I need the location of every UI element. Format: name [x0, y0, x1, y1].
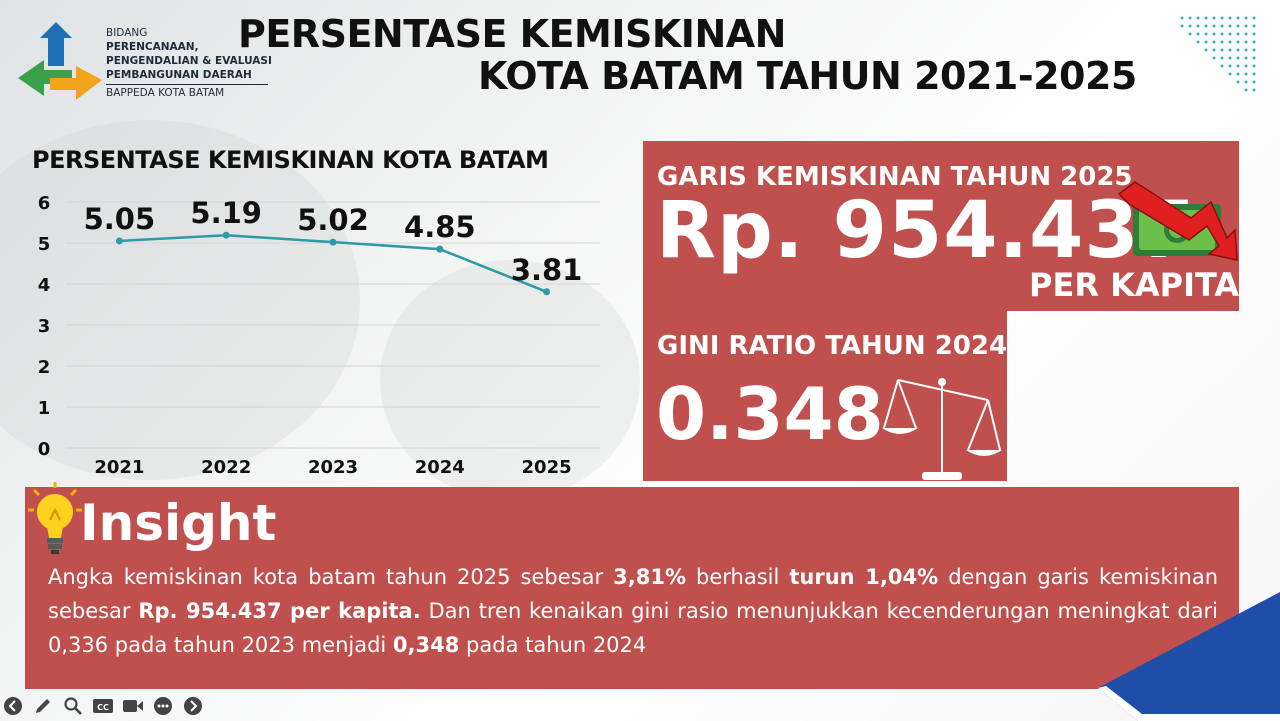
back-icon[interactable]: [2, 695, 24, 717]
dots-decoration-icon: [1180, 16, 1256, 92]
x-tick-label: 2025: [522, 457, 572, 478]
svg-text:CC: CC: [97, 703, 109, 712]
bappeda-logo: [18, 22, 102, 100]
data-label: 5.19: [190, 196, 262, 230]
insight-text: dengan garis kemiskinan sebesar: [48, 565, 1219, 623]
insight-text: Angka kemiskinan kota batam tahun 2025 s…: [48, 565, 614, 589]
insight-panel: [25, 487, 1239, 689]
y-tick-label: 5: [38, 234, 51, 255]
x-tick-label: 2021: [94, 457, 144, 478]
data-point: [436, 245, 444, 253]
data-label: 3.81: [511, 253, 583, 287]
data-point: [115, 237, 123, 245]
insight-text: Dan tren kenaikan gini rasio menunjukkan…: [48, 599, 1218, 657]
data-point: [543, 288, 551, 296]
page-title-line1: PERSENTASE KEMISKINAN: [238, 12, 786, 56]
y-tick-label: 4: [38, 275, 51, 296]
money-down-icon: [1117, 181, 1238, 261]
x-tick-label: 2023: [308, 457, 358, 478]
background-shape: [380, 260, 640, 500]
poverty-line-label: GARIS KEMISKINAN TAHUN 2025: [657, 162, 1133, 192]
lightbulb-icon: [28, 482, 82, 554]
logo-line: PENGENDALIAN & EVALUASI: [106, 55, 272, 67]
insight-title: Insight: [80, 494, 277, 552]
logo-line: PEMBANGUNAN DAERAH: [106, 69, 252, 81]
y-tick-label: 1: [38, 398, 51, 419]
y-tick-label: 6: [38, 193, 51, 214]
x-tick-label: 2024: [415, 457, 465, 478]
page-title-line2: KOTA BATAM TAHUN 2021-2025: [478, 54, 1137, 98]
more-icon[interactable]: [152, 695, 174, 717]
data-point: [329, 238, 337, 246]
y-tick-label: 0: [38, 439, 51, 460]
corner-decoration: [1098, 592, 1280, 721]
y-tick-label: 3: [38, 316, 51, 337]
insight-highlight: turun 1,04%: [789, 565, 939, 589]
logo-line: BAPPEDA KOTA BATAM: [106, 84, 268, 100]
poverty-line-chart: 0 1 2 3 4 5 6 2021 2022 2023 2024 2025 5.05 5.19 5.02 4…: [38, 193, 600, 478]
logo-line: PERENCANAAN,: [106, 41, 199, 53]
gini-panel: [643, 311, 1007, 481]
data-label: 4.85: [404, 210, 476, 244]
y-tick-label: 2: [38, 357, 51, 378]
logo-text: BIDANG PERENCANAAN, PENGENDALIAN & EVALU…: [106, 26, 272, 100]
gini-label: GINI RATIO TAHUN 2024: [657, 331, 1008, 361]
data-point: [222, 231, 230, 239]
presentation-toolbar: CC: [2, 694, 204, 718]
insight-highlight: 3,81%: [613, 565, 686, 589]
video-icon[interactable]: [122, 695, 144, 717]
forward-icon[interactable]: [182, 695, 204, 717]
data-label: 5.05: [84, 202, 156, 236]
balance-scale-icon: [882, 378, 1002, 480]
captions-icon[interactable]: CC: [92, 695, 114, 717]
insight-highlight: Rp. 954.437 per kapita.: [138, 599, 421, 623]
pen-icon[interactable]: [32, 695, 54, 717]
chart-title: PERSENTASE KEMISKINAN KOTA BATAM: [32, 146, 549, 174]
logo-line: BIDANG: [106, 27, 148, 39]
insight-text: pada tahun 2024: [459, 633, 647, 657]
data-label: 5.02: [297, 203, 369, 237]
insight-highlight: 0,348: [392, 633, 460, 657]
poverty-line-value: Rp. 954.437: [656, 186, 1195, 276]
insight-paragraph: Angka kemiskinan kota batam tahun 2025 s…: [48, 560, 1218, 662]
insight-text: berhasil: [686, 565, 790, 589]
zoom-icon[interactable]: [62, 695, 84, 717]
background-shape: [0, 120, 360, 480]
x-tick-label: 2022: [201, 457, 251, 478]
gini-value: 0.348: [656, 372, 884, 456]
poverty-line-unit: PER KAPITA: [1029, 266, 1240, 304]
